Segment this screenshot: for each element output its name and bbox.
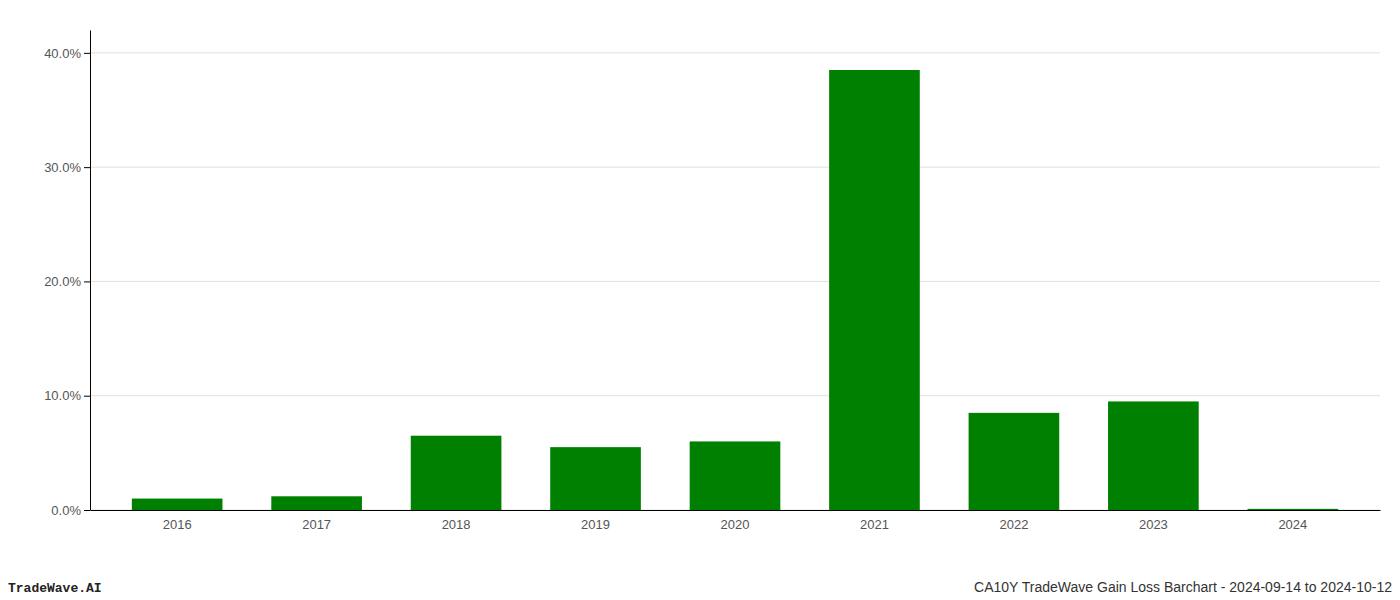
- bar: [1248, 509, 1339, 510]
- tick: 2020: [721, 517, 750, 532]
- tick: 20.0%: [44, 274, 90, 289]
- bar: [969, 413, 1060, 510]
- tick-label: 2017: [302, 517, 331, 532]
- grid-line: [90, 395, 1380, 396]
- tick: 0.0%: [51, 503, 90, 518]
- plot-area: 0.0% 10.0% 20.0% 30.0% 40.0% 2016 2017 2018 2019…: [44, 31, 1380, 533]
- tick: 2018: [442, 517, 471, 532]
- tick: 30.0%: [44, 160, 90, 175]
- tick-mark: [84, 281, 90, 282]
- x-axis: 2016 2017 2018 2019 2020 2021 2022 2023 2024: [91, 511, 1381, 533]
- tick: 2022: [999, 517, 1028, 532]
- tick-mark: [84, 53, 90, 54]
- tick-label: 2016: [163, 517, 192, 532]
- bar: [690, 441, 781, 510]
- tick-label: 0.0%: [51, 503, 81, 518]
- tick-mark: [84, 167, 90, 168]
- bar: [829, 70, 920, 510]
- axis-line: [90, 31, 91, 511]
- tick-label: 20.0%: [44, 274, 81, 289]
- tick: 40.0%: [44, 46, 90, 61]
- grid: [90, 53, 1380, 510]
- bars: [132, 70, 1338, 510]
- tick: 2019: [581, 517, 610, 532]
- tick: 2016: [163, 517, 192, 532]
- tick: 2023: [1139, 517, 1168, 532]
- tick-label: 2023: [1139, 517, 1168, 532]
- chart-svg: 0.0% 10.0% 20.0% 30.0% 40.0% 2016 2017 2018 2019…: [0, 0, 1400, 600]
- bar: [132, 499, 223, 510]
- tick-label: 40.0%: [44, 46, 81, 61]
- tick-label: 2018: [442, 517, 471, 532]
- bar: [271, 496, 362, 510]
- tick-label: 30.0%: [44, 160, 81, 175]
- tick: 2017: [302, 517, 331, 532]
- annotation: TradeWave.AI: [8, 581, 102, 596]
- grid-line: [90, 52, 1380, 53]
- grid-line: [90, 281, 1380, 282]
- y-axis: 0.0% 10.0% 20.0% 30.0% 40.0%: [44, 31, 90, 518]
- tick-mark: [84, 510, 90, 511]
- bar: [1108, 401, 1199, 510]
- bar: [550, 447, 641, 510]
- title: CA10Y TradeWave Gain Loss Barchart - 202…: [974, 579, 1392, 595]
- axis-line: [91, 510, 1381, 511]
- tick-mark: [84, 396, 90, 397]
- grid-line: [90, 167, 1380, 168]
- tick: 2021: [860, 517, 889, 532]
- tick-label: 2019: [581, 517, 610, 532]
- tick-label: 2024: [1278, 517, 1307, 532]
- tick-label: 10.0%: [44, 388, 81, 403]
- bar: [411, 436, 502, 510]
- tick: 2024: [1278, 517, 1307, 532]
- tick-label: 2020: [721, 517, 750, 532]
- tick: 10.0%: [44, 388, 90, 403]
- tick-label: 2021: [860, 517, 889, 532]
- tick-label: 2022: [999, 517, 1028, 532]
